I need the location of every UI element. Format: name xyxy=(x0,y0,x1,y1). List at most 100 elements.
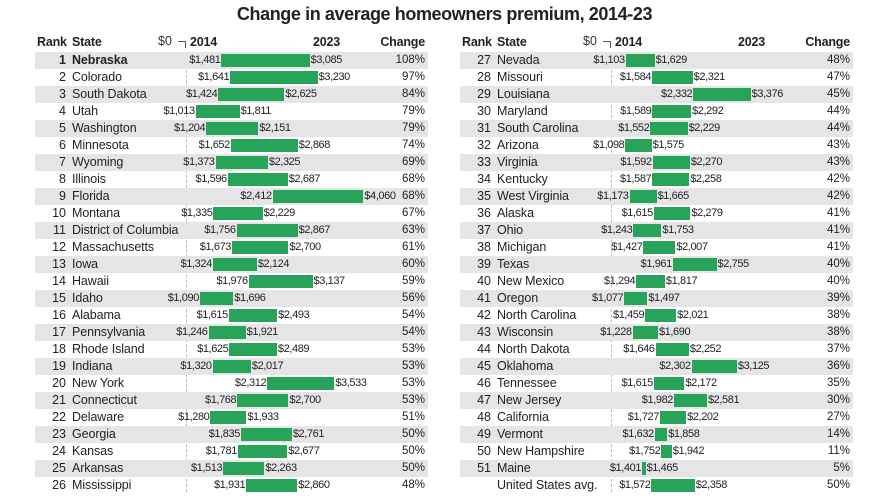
table-row: 34 Kentucky $1,587 $2,258 42% xyxy=(460,171,853,188)
state-cell: Indiana xyxy=(72,359,113,373)
value-2014-label: $1,781 xyxy=(205,445,238,457)
value-2014-label: $2,302 xyxy=(659,360,691,372)
axis-zero-label: $0 xyxy=(583,34,597,48)
value-2023-label: $1,629 xyxy=(655,54,688,66)
value-2014-label: $1,727 xyxy=(627,411,660,423)
value-2014-label: $1,204 xyxy=(173,122,206,134)
change-cell: 37% xyxy=(826,343,850,355)
change-cell: 63% xyxy=(401,224,425,236)
rank-cell: 20 xyxy=(52,376,66,390)
value-2023-label: $1,921 xyxy=(246,326,279,338)
change-cell: 36% xyxy=(826,360,850,372)
bar-2014-to-2023 xyxy=(212,360,251,373)
table-row: 26 Mississippi $1,931 $2,860 48% xyxy=(35,477,428,494)
value-2023-label: $1,933 xyxy=(247,411,279,423)
bar-2014-to-2023 xyxy=(230,139,298,152)
rank-cell: 16 xyxy=(52,308,66,322)
value-2014-label: $1,673 xyxy=(199,241,232,253)
rank-cell: 31 xyxy=(477,121,491,135)
value-2023-label: $2,625 xyxy=(285,88,317,100)
table-row: 16 Alabama $1,615 $2,493 54% xyxy=(35,307,428,324)
value-2014-label: $1,077 xyxy=(592,292,624,304)
value-2023-label: $4,060 xyxy=(364,190,396,202)
change-cell: 68% xyxy=(401,190,425,202)
bar-2014-to-2023 xyxy=(237,394,289,407)
value-2014-label: $1,459 xyxy=(613,309,645,321)
table-row: 22 Delaware $1,280 $1,933 51% xyxy=(35,409,428,426)
state-cell: Michigan xyxy=(497,240,547,254)
table-row: 11 District of Columbia $1,756 $2,867 63% xyxy=(35,222,428,239)
state-cell: Missouri xyxy=(497,70,543,84)
rank-cell: 6 xyxy=(59,138,66,152)
header-2014: 2014 xyxy=(190,35,218,49)
change-cell: 54% xyxy=(401,326,425,338)
rank-cell: 14 xyxy=(52,274,66,288)
state-cell: Kansas xyxy=(72,444,114,458)
table-row: 39 Texas $1,961 $2,755 40% xyxy=(460,256,853,273)
bar-2014-to-2023 xyxy=(653,207,691,220)
value-2023-label: $3,376 xyxy=(751,88,784,100)
state-cell: Hawaii xyxy=(72,274,109,288)
rank-cell: 23 xyxy=(52,427,66,441)
table-row: 14 Hawaii $1,976 $3,137 59% xyxy=(35,273,428,290)
value-2023-label: $2,325 xyxy=(268,156,301,168)
table-row: 43 Wisconsin $1,228 $1,690 38% xyxy=(460,324,853,341)
bar-2014-to-2023 xyxy=(642,462,646,475)
value-2014-label: $1,615 xyxy=(621,377,654,389)
rank-cell: 2 xyxy=(59,70,66,84)
state-cell: Wyoming xyxy=(72,155,124,169)
change-cell: 38% xyxy=(826,326,850,338)
change-cell: 47% xyxy=(826,71,850,83)
state-cell: Arkansas xyxy=(72,461,124,475)
bar-2014-to-2023 xyxy=(215,156,268,169)
rank-cell: 11 xyxy=(53,223,66,237)
rank-cell: 25 xyxy=(52,461,66,475)
bar-2014-to-2023 xyxy=(227,173,288,186)
bar-2014-to-2023 xyxy=(693,88,751,101)
value-2014-label: $1,320 xyxy=(180,360,212,372)
value-2023-label: $2,017 xyxy=(251,360,284,372)
change-cell: 40% xyxy=(826,275,850,287)
table-row: 21 Connecticut $1,768 $2,700 53% xyxy=(35,392,428,409)
state-cell: Montana xyxy=(72,206,120,220)
change-cell: 35% xyxy=(826,377,850,389)
value-2014-label: $1,768 xyxy=(205,394,237,406)
change-cell: 53% xyxy=(401,360,425,372)
value-2023-label: $2,258 xyxy=(690,173,722,185)
rank-cell: 49 xyxy=(477,427,491,441)
state-cell: Vermont xyxy=(497,427,543,441)
rank-cell: 17 xyxy=(52,325,66,339)
table-row: 4 Utah $1,013 $1,811 79% xyxy=(35,103,428,120)
value-2023-label: $2,687 xyxy=(288,173,321,185)
value-2014-label: $1,246 xyxy=(176,326,208,338)
bar-2014-to-2023 xyxy=(229,343,277,356)
change-cell: 79% xyxy=(401,122,425,134)
state-cell: Maryland xyxy=(497,104,548,118)
table-row: 23 Georgia $1,835 $2,761 50% xyxy=(35,426,428,443)
state-cell: Nevada xyxy=(497,53,540,67)
state-cell: Louisiana xyxy=(497,87,550,101)
rank-cell: 46 xyxy=(477,376,491,390)
bar-2014-to-2023 xyxy=(651,479,695,492)
rank-cell: 26 xyxy=(52,478,66,492)
bar-2014-to-2023 xyxy=(240,428,292,441)
change-cell: 74% xyxy=(401,139,425,151)
bar-2014-to-2023 xyxy=(633,224,662,237)
rank-cell: 29 xyxy=(477,87,491,101)
change-cell: 61% xyxy=(401,241,425,253)
value-2023-label: $2,292 xyxy=(692,105,724,117)
state-cell: Tennessee xyxy=(497,376,557,390)
table-row: 5 Washington $1,204 $2,151 79% xyxy=(35,120,428,137)
value-2023-label: $1,753 xyxy=(662,224,694,236)
axis-zero-label: $0 xyxy=(158,34,172,48)
bar-2014-to-2023 xyxy=(661,445,672,458)
state-cell: Utah xyxy=(72,104,99,118)
value-2023-label: $2,202 xyxy=(687,411,719,423)
table-row: 10 Montana $1,335 $2,229 67% xyxy=(35,205,428,222)
state-cell: Alaska xyxy=(497,206,534,220)
value-2014-label: $1,552 xyxy=(618,122,650,134)
table-row: 32 Arizona $1,098 $1,575 43% xyxy=(460,137,853,154)
value-2014-label: $1,646 xyxy=(623,343,655,355)
value-2014-label: $1,625 xyxy=(197,343,229,355)
change-cell: 5% xyxy=(833,462,850,474)
